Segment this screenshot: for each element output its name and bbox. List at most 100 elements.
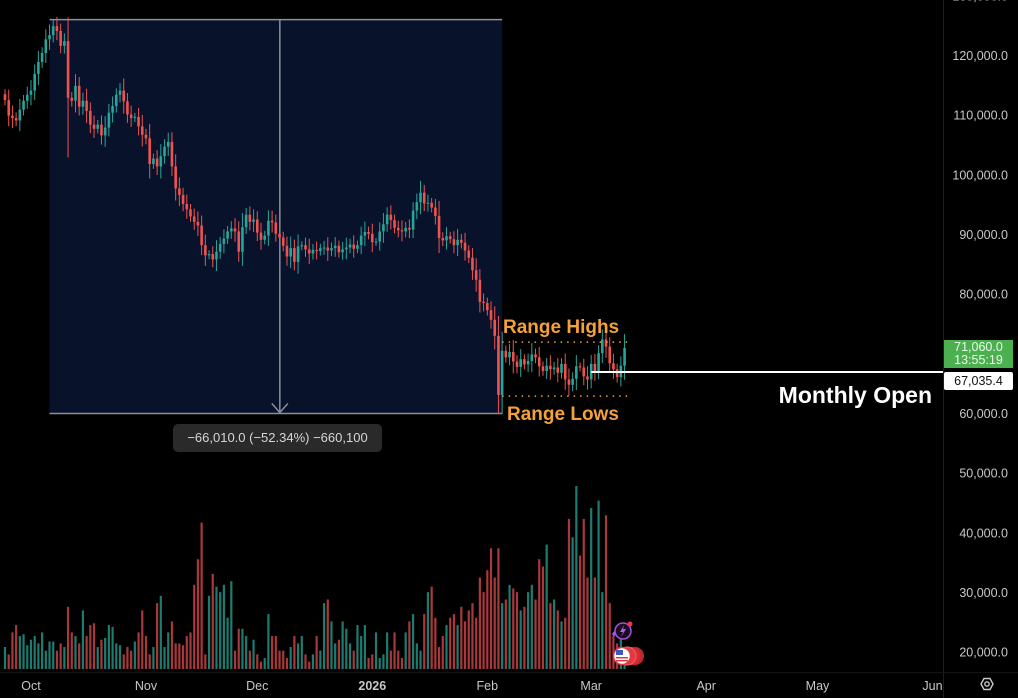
candle-body bbox=[63, 41, 66, 46]
price-tick-label: 100,000.0 bbox=[952, 168, 1008, 182]
candle-body bbox=[215, 251, 218, 260]
candle-body bbox=[400, 230, 404, 232]
volume-bar bbox=[515, 592, 519, 669]
volume-bar bbox=[467, 610, 470, 669]
price-tick-label: 40,000.0 bbox=[959, 526, 1008, 540]
candle-body bbox=[137, 116, 140, 127]
volume-bar bbox=[430, 586, 433, 669]
candle-body bbox=[185, 203, 189, 210]
volume-bar bbox=[137, 632, 140, 669]
candle-body bbox=[133, 116, 137, 119]
volume-bar bbox=[545, 544, 548, 669]
time-axis[interactable]: Oct Nov Dec 2026 Feb Mar Apr May Jun bbox=[21, 679, 942, 693]
candle-body bbox=[244, 214, 248, 228]
candle-body bbox=[389, 214, 393, 221]
candle-body bbox=[259, 232, 263, 240]
candle-body bbox=[33, 73, 36, 91]
volume-bar bbox=[489, 548, 493, 669]
candle-body bbox=[500, 350, 504, 395]
candle-body bbox=[359, 235, 363, 246]
volume-bar bbox=[322, 603, 326, 669]
candle-body bbox=[541, 366, 545, 372]
candles bbox=[3, 16, 626, 415]
candle-body bbox=[111, 106, 114, 113]
volume-bar bbox=[59, 643, 62, 669]
settings-icon[interactable] bbox=[980, 677, 994, 691]
volume-bar bbox=[300, 636, 303, 669]
monthly-open-price-label: 67,035.4 bbox=[944, 372, 1013, 390]
candle-body bbox=[25, 94, 29, 101]
volume-bar bbox=[571, 537, 574, 669]
time-tick-label: Mar bbox=[580, 679, 602, 693]
volume-bar bbox=[512, 588, 515, 669]
volume-bar bbox=[378, 658, 381, 669]
volume-bar bbox=[523, 606, 526, 669]
last-price-label: 71,060.0 13:55:19 bbox=[944, 340, 1013, 368]
volume-bar bbox=[29, 639, 33, 669]
candle-body bbox=[81, 100, 85, 107]
candle-body bbox=[411, 210, 415, 230]
volume-bar bbox=[185, 636, 188, 669]
volume-bar bbox=[326, 599, 329, 669]
volume-bar bbox=[263, 658, 266, 669]
candle-body bbox=[289, 248, 292, 257]
volume-bar bbox=[226, 617, 229, 669]
candle-body bbox=[567, 379, 571, 385]
candle-body bbox=[18, 109, 22, 121]
volume-bar bbox=[271, 636, 274, 669]
volume-bar bbox=[356, 625, 359, 669]
volume-bar bbox=[259, 661, 263, 669]
candle-body bbox=[140, 126, 144, 135]
candle-body bbox=[166, 141, 170, 147]
candle-body bbox=[545, 365, 548, 372]
volume-bar bbox=[196, 559, 200, 669]
candle-body bbox=[493, 319, 497, 336]
volume-bar bbox=[282, 650, 285, 669]
lightning-icon[interactable] bbox=[612, 621, 633, 640]
volume-bar bbox=[593, 577, 596, 669]
price-axis[interactable]: 130,000.0 120,000.0 110,000.0 100,000.0 90,0… bbox=[952, 0, 1008, 660]
candle-body bbox=[181, 195, 185, 204]
volume-bar bbox=[219, 592, 222, 669]
volume-bar bbox=[267, 614, 270, 669]
us-flag-icon[interactable] bbox=[612, 646, 645, 666]
volume-bar bbox=[278, 650, 281, 669]
candle-body bbox=[434, 207, 437, 216]
bar-countdown: 13:55:19 bbox=[954, 353, 1003, 367]
range-lows-label: Range Lows bbox=[507, 404, 619, 425]
volume-bar bbox=[193, 584, 196, 669]
candle-body bbox=[285, 245, 289, 257]
candle-body bbox=[170, 141, 174, 167]
annotations: Range Highs Range Lows Monthly Open bbox=[502, 317, 943, 425]
volume-bar bbox=[241, 628, 244, 669]
volume-bar bbox=[207, 595, 211, 669]
volume-bar bbox=[111, 626, 114, 669]
candle-body bbox=[300, 245, 304, 247]
volume-bar bbox=[167, 632, 170, 669]
candle-body bbox=[163, 146, 166, 157]
candle-body bbox=[278, 233, 281, 238]
candle-body bbox=[497, 335, 500, 395]
volume-bar bbox=[237, 628, 240, 669]
volume-bar bbox=[252, 639, 255, 669]
volume-bar bbox=[341, 621, 344, 669]
time-tick-label: Nov bbox=[135, 679, 158, 693]
volume-bar bbox=[248, 650, 251, 669]
volume-bar bbox=[144, 636, 148, 669]
volume-bar bbox=[107, 625, 110, 669]
volume-bar bbox=[289, 647, 292, 669]
volume-bar bbox=[456, 625, 459, 669]
volume-bar bbox=[352, 650, 355, 669]
volume-bar bbox=[590, 507, 593, 669]
volume-bar bbox=[92, 623, 96, 669]
volume-bar bbox=[170, 621, 174, 669]
volume-bar bbox=[475, 617, 478, 669]
candle-body bbox=[426, 202, 430, 204]
volume-bar bbox=[582, 518, 585, 669]
candle-body bbox=[315, 249, 318, 252]
volume-bar bbox=[608, 603, 611, 669]
time-tick-label: Dec bbox=[246, 679, 268, 693]
candle-body bbox=[537, 357, 541, 367]
volume-bar bbox=[44, 650, 47, 669]
